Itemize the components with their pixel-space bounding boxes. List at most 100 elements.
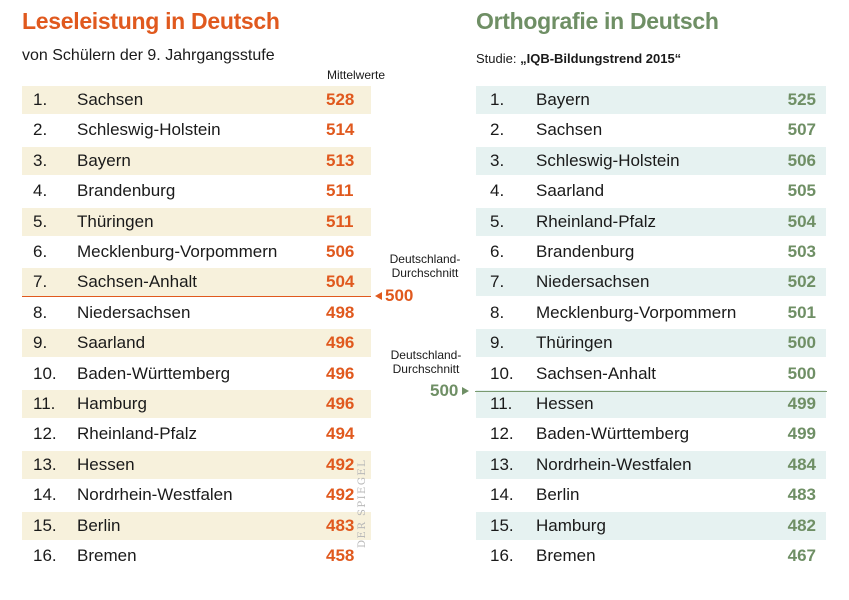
right-row-value: 503 [787,242,816,261]
right-row-rank: 16. [490,546,514,565]
right-table-row: 5. Rheinland-Pfalz 504 [476,207,826,236]
right-row-rank: 5. [490,211,505,231]
left-row-value: 504 [326,272,355,292]
left-row-rank: 16. [33,546,57,565]
left-chart-subtitle: von Schülern der 9. Jahrgangsstufe [22,47,275,64]
left-row-rank: 6. [33,242,48,261]
left-table-row: 8. Niedersachsen 498 [22,299,371,327]
right-row-rank: 14. [490,485,514,505]
right-row-rank: 7. [490,272,505,292]
right-row-value: 499 [787,424,816,444]
right-row-rank: 10. [490,363,514,383]
left-row-name: Baden-Württemberg [77,363,231,383]
right-row-name: Thüringen [536,333,613,353]
right-average-value: 500 [430,381,459,400]
left-table-row: 9. Saarland 496 [22,329,371,358]
left-chart-title: Leseleistung in Deutsch [22,8,280,34]
right-row-rank: 1. [490,90,505,109]
right-row-name: Rheinland-Pfalz [536,211,657,231]
right-table-row: 9. Thüringen 500 [476,329,826,358]
left-table-row: 4. Brandenburg 511 [22,177,371,205]
left-average-label-line1: Deutschland- [389,252,461,266]
left-row-rank: 2. [33,120,48,140]
right-row-value: 499 [787,394,816,413]
right-row-rank: 12. [490,424,514,444]
arrow-left-icon [375,292,382,300]
left-table-row: 10. Baden-Württemberg 496 [22,360,371,388]
right-row-value: 504 [787,211,816,231]
left-row-value: 492 [326,454,355,474]
left-average-marker: 500 [371,286,413,306]
left-row-rank: 7. [33,272,48,292]
right-table-row: 4. Saarland 505 [476,177,826,205]
left-row-name: Sachsen [77,90,144,109]
right-row-value: 484 [787,454,816,474]
right-row-rank: 4. [490,181,505,201]
right-row-rank: 8. [490,302,505,322]
right-table-row: 3. Schleswig-Holstein 506 [476,146,826,175]
left-row-name: Thüringen [77,211,154,231]
right-row-name: Mecklenburg-Vorpommern [536,302,737,322]
right-chart-subtitle: Studie: „IQB-Bildungstrend 2015“ [476,51,681,66]
right-row-name: Sachsen-Anhalt [536,363,657,383]
right-average-line [475,391,827,392]
right-row-rank: 3. [490,150,505,170]
left-row-value: 496 [326,333,355,353]
right-row-name: Berlin [536,485,580,505]
left-table-row: 16. Bremen 458 [22,542,371,570]
left-row-value: 511 [326,181,354,201]
left-row-value: 506 [326,242,355,261]
left-row-value: 494 [326,424,355,444]
right-row-value: 501 [787,302,816,322]
right-table-row: 12. Baden-Württemberg 499 [476,420,826,448]
subtitle-study-name: „IQB-Bildungstrend 2015“ [520,51,682,66]
left-row-name: Mecklenburg-Vorpommern [77,242,278,261]
left-table-row: 1. Sachsen 528 [22,86,371,114]
right-row-name: Hessen [536,394,594,413]
left-row-value: 514 [326,120,355,140]
right-row-rank: 6. [490,242,505,261]
left-row-rank: 1. [33,90,48,109]
left-average-label: Deutschland- Durchschnitt [385,252,465,280]
right-row-name: Schleswig-Holstein [536,150,680,170]
right-table-row: 6. Brandenburg 503 [476,238,826,266]
left-row-name: Hamburg [77,394,147,413]
left-row-value: 492 [326,485,355,505]
left-table-row: 12. Rheinland-Pfalz 494 [22,420,371,448]
right-row-rank: 15. [490,515,514,535]
arrow-right-icon [462,387,470,395]
right-row-name: Niedersachsen [536,272,650,292]
left-row-rank: 9. [33,333,48,353]
right-table-row: 2. Sachsen 507 [476,116,826,144]
left-row-value: 496 [326,394,355,413]
right-row-value: 467 [787,546,816,565]
left-table-row: 11. Hamburg 496 [22,390,371,418]
right-table-row: 1. Bayern 525 [476,86,826,114]
left-row-value: 528 [326,90,355,109]
left-row-rank: 15. [33,515,57,535]
right-row-value: 506 [787,150,816,170]
left-row-name: Hessen [77,454,135,474]
right-average-marker: 500 [430,381,470,401]
right-row-value: 500 [787,363,816,383]
right-table-row: 7. Niedersachsen 502 [476,268,826,297]
right-table-row: 15. Hamburg 482 [476,511,826,540]
left-row-name: Niedersachsen [77,302,191,322]
right-table-row: 10. Sachsen-Anhalt 500 [476,360,826,388]
value-column-label: Mittelwerte [327,68,386,82]
right-row-rank: 13. [490,454,514,474]
left-row-name: Saarland [77,333,146,353]
left-table-row: 7. Sachsen-Anhalt 504 [22,268,371,297]
left-row-rank: 8. [33,302,48,322]
left-table-row: 15. Berlin 483 [22,511,371,540]
right-row-value: 505 [787,181,816,201]
left-row-name: Berlin [77,515,121,535]
right-row-name: Bremen [536,546,596,565]
left-row-rank: 13. [33,454,57,474]
left-table-row: 5. Thüringen 511 [22,207,371,236]
right-row-value: 502 [787,272,816,292]
left-row-name: Rheinland-Pfalz [77,424,198,444]
left-row-name: Nordrhein-Westfalen [77,485,233,505]
left-row-name: Brandenburg [77,181,176,201]
left-row-name: Bayern [77,150,131,170]
